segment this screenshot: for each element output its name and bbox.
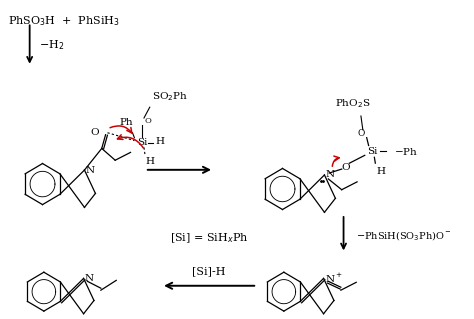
Text: $-$H$_2$: $-$H$_2$ xyxy=(39,38,64,52)
Text: PhO$_2$S: PhO$_2$S xyxy=(336,97,371,110)
Text: H: H xyxy=(155,137,164,146)
Text: O: O xyxy=(90,128,99,137)
Text: SO$_2$Ph: SO$_2$Ph xyxy=(152,91,188,103)
Text: [Si]-H: [Si]-H xyxy=(192,266,226,276)
Text: Si: Si xyxy=(137,138,147,147)
Text: $-$Ph: $-$Ph xyxy=(393,146,418,157)
Text: O: O xyxy=(145,117,152,125)
Text: N: N xyxy=(84,274,94,283)
Text: N: N xyxy=(326,170,335,180)
Text: [Si] = SiH$_x$Ph: [Si] = SiH$_x$Ph xyxy=(170,232,248,245)
Text: O: O xyxy=(341,163,350,172)
Text: N$^+$: N$^+$ xyxy=(325,272,343,285)
Text: $-$PhSiH(SO$_3$Ph)O$^-$: $-$PhSiH(SO$_3$Ph)O$^-$ xyxy=(356,230,452,243)
Text: N: N xyxy=(85,166,94,174)
Text: O: O xyxy=(357,129,365,138)
Text: Ph: Ph xyxy=(120,118,134,127)
Text: Si: Si xyxy=(367,147,378,156)
Text: H: H xyxy=(146,157,155,166)
Text: PhSO$_3$H  +  PhSiH$_3$: PhSO$_3$H + PhSiH$_3$ xyxy=(8,15,119,28)
Text: H: H xyxy=(376,167,385,176)
